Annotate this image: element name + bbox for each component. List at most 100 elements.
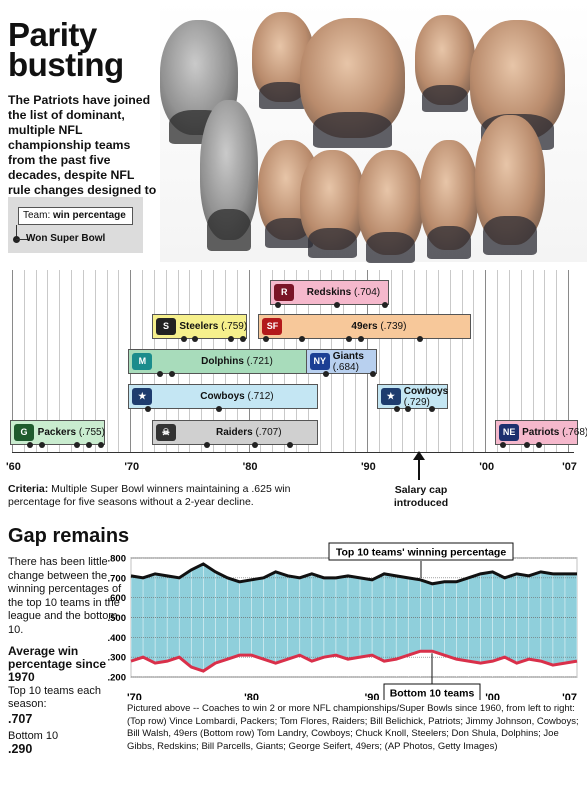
dynasty-label: Patriots (.768) — [522, 421, 587, 444]
dynasty-team: Patriots — [522, 427, 563, 438]
dynasty-team: Steelers — [179, 321, 222, 332]
timeline-gridline — [449, 270, 451, 452]
salary-cap-label: Salary cap introduced — [393, 484, 449, 509]
bottom-teams-value: .290 — [8, 742, 33, 756]
dynasty-team: Giants — [332, 351, 364, 362]
timeline-gridline — [497, 270, 499, 452]
super-bowl-win-dot — [523, 442, 530, 448]
y-tick-label: .400 — [108, 633, 127, 644]
timeline-gridline — [556, 270, 558, 452]
intro-text: The Patriots have joined the list of dom… — [8, 93, 157, 212]
timeline-gridline — [23, 270, 25, 452]
dynasty-pct: (.721) — [246, 356, 273, 367]
dynasty-team: Raiders — [215, 427, 256, 438]
bottom10-label: Bottom 10 teams — [390, 688, 475, 700]
timeline-gridline — [520, 270, 522, 452]
super-bowl-win-dot — [405, 406, 412, 412]
super-bowl-win-dot — [358, 336, 365, 342]
super-bowl-win-dot — [322, 371, 329, 377]
dynasty-bar-redskins: R Redskins (.704) — [270, 280, 389, 305]
dynasty-team: Redskins — [306, 287, 354, 298]
super-bowl-win-dot — [74, 442, 81, 448]
super-bowl-win-dot — [38, 442, 45, 448]
x-tick-label: '70 — [127, 692, 142, 700]
timeline-gridline — [12, 270, 13, 452]
coach-photo — [300, 18, 405, 148]
dynasty-label: Dolphins (.721) — [201, 350, 273, 373]
coach-photo — [200, 100, 258, 252]
dynasty-bar-giants: NY Giants (.684) — [305, 349, 377, 374]
super-bowl-win-dot — [263, 336, 270, 342]
photo-caption: Pictured above -- Coaches to win 2 or mo… — [127, 703, 579, 753]
timeline-gridline — [82, 270, 84, 452]
super-bowl-win-dot — [97, 442, 104, 448]
giants-logo-icon: NY — [309, 353, 330, 370]
timeline-gridline — [59, 270, 61, 452]
super-bowl-win-dot — [298, 336, 305, 342]
gap-heading: Gap remains — [8, 525, 130, 547]
y-tick-label: .500 — [108, 613, 127, 624]
gap-description: There has been little change between the… — [8, 556, 122, 636]
timeline-tick-label: '90 — [360, 461, 376, 473]
coach-photo — [300, 150, 365, 258]
dynasty-team: Dolphins — [201, 356, 247, 367]
dynasty-pct: (.759) — [221, 321, 248, 332]
timeline-gridline — [35, 270, 37, 452]
dynasty-pct: (.729) — [403, 397, 430, 408]
key-connector — [16, 239, 28, 240]
dynasty-bar-49ers: SF 49ers (.739) — [258, 314, 472, 339]
salary-cap-arrow — [418, 456, 420, 480]
criteria-bold: Criteria: — [8, 483, 49, 495]
dynasty-label: Giants (.684) — [333, 351, 376, 373]
packers-logo-icon: G — [14, 424, 34, 441]
super-bowl-win-dot — [500, 442, 506, 448]
super-bowl-win-dot — [216, 406, 223, 412]
dynasty-bar-packers: G Packers (.755) — [10, 420, 105, 445]
dynasty-label: Cowboys (.729) — [403, 386, 449, 408]
x-tick-label: '00 — [485, 692, 500, 700]
super-bowl-win-dot — [417, 336, 424, 342]
redskins-logo-icon: R — [274, 284, 295, 301]
top-teams-label: Top 10 teams each season: — [8, 685, 101, 710]
timeline-gridline — [378, 270, 380, 452]
timeline-gridline — [426, 270, 428, 452]
top10-label: Top 10 teams' winning percentage — [336, 547, 506, 559]
dynasty-team: Cowboys — [200, 391, 248, 402]
timeline-gridline — [390, 270, 392, 452]
dynasty-label: Redskins (.704) — [307, 281, 380, 304]
average-heading: Average win percentage since 1970 — [8, 644, 107, 684]
y-tick-label: .200 — [108, 673, 127, 684]
page-title: Parity busting — [8, 18, 124, 81]
super-bowl-win-dot — [334, 302, 341, 308]
super-bowl-win-dot — [26, 442, 33, 448]
dynasty-label: Steelers (.759) — [179, 315, 247, 338]
super-bowl-win-dot — [346, 336, 353, 342]
super-bowl-win-dot — [287, 442, 294, 448]
win-percentage-chart: .200 .300 .400 .500 .600 .700 .800 '70 '80 '90 '00… — [108, 542, 578, 700]
super-bowl-win-dot — [192, 336, 199, 342]
dynasty-team: Packers — [37, 427, 79, 438]
dynasty-pct: (.739) — [380, 321, 407, 332]
dynasty-label: Packers (.755) — [38, 421, 105, 444]
timeline-gridline — [106, 270, 108, 452]
dynasty-pct: (.768) — [562, 427, 587, 438]
steelers-logo-icon: S — [155, 318, 176, 335]
dynasty-team: Cowboys — [403, 386, 449, 397]
timeline-gridline — [94, 270, 96, 452]
49ers-logo-icon: SF — [262, 318, 283, 335]
coach-photo — [415, 15, 475, 113]
dynasty-pct: (.755) — [78, 427, 105, 438]
y-tick-label: .800 — [108, 554, 127, 565]
timeline-gridline — [508, 270, 510, 452]
y-tick-label: .700 — [108, 573, 127, 584]
dynasty-bar-cowboys: ★ Cowboys (.712) — [128, 384, 318, 409]
key-team-prefix: Team: — [23, 210, 51, 221]
timeline-gridline — [437, 270, 439, 452]
key-team-label: Team: win percentage — [18, 207, 133, 225]
dynasty-pct: (.712) — [247, 391, 274, 402]
key-won-label: Won Super Bowl — [26, 233, 106, 244]
dynasty-bar-patriots: NE Patriots (.768) — [495, 420, 587, 445]
criteria-text: Multiple Super Bowl winners maintaining … — [8, 483, 291, 508]
dynasty-bar-cowboys: ★ Cowboys (.729) — [376, 384, 449, 409]
timeline-gridline — [532, 270, 534, 452]
